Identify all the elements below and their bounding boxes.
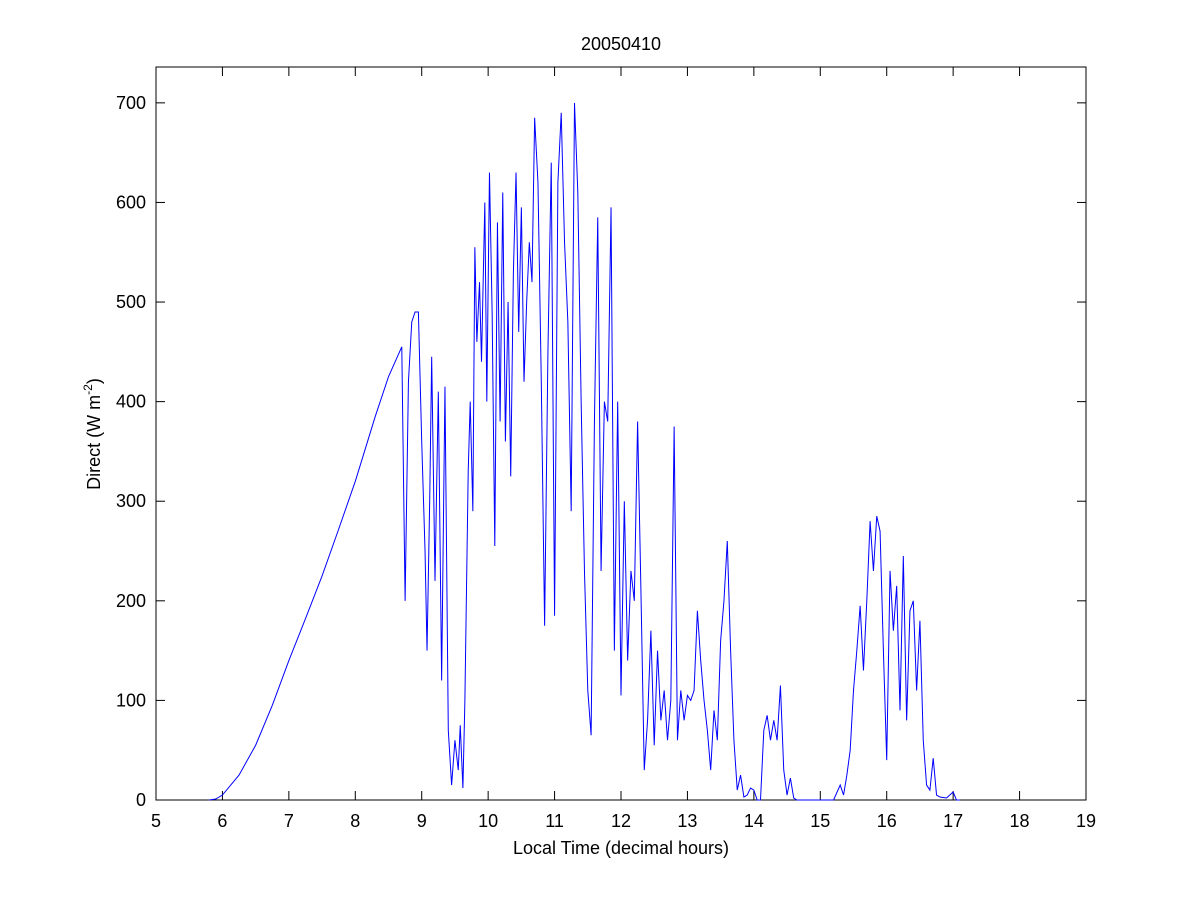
chart-title: 20050410 [581, 34, 661, 54]
x-tick-label: 16 [877, 811, 897, 831]
x-tick-label: 15 [810, 811, 830, 831]
y-label-superscript: -2 [81, 384, 95, 395]
y-tick-label: 600 [116, 192, 146, 212]
x-tick-label: 14 [744, 811, 764, 831]
x-tick-label: 7 [284, 811, 294, 831]
x-tick-label: 19 [1076, 811, 1096, 831]
y-tick-label: 0 [136, 790, 146, 810]
x-tick-label: 8 [350, 811, 360, 831]
x-tick-label: 12 [611, 811, 631, 831]
x-tick-label: 10 [478, 811, 498, 831]
y-tick-label: 400 [116, 392, 146, 412]
x-axis-label: Local Time (decimal hours) [513, 838, 729, 858]
x-tick-label: 5 [151, 811, 161, 831]
y-tick-label: 100 [116, 690, 146, 710]
y-tick-label: 300 [116, 491, 146, 511]
data-line [209, 102, 960, 801]
y-axis-label: Direct (W m-2) [81, 378, 104, 490]
x-tick-label: 13 [677, 811, 697, 831]
x-tick-label: 18 [1010, 811, 1030, 831]
x-tick-label: 17 [943, 811, 963, 831]
x-tick-label: 9 [417, 811, 427, 831]
y-tick-label: 700 [116, 93, 146, 113]
x-tick-label: 11 [545, 811, 564, 831]
y-label-text: ) [84, 378, 104, 384]
x-tick-label: 6 [217, 811, 227, 831]
y-tick-label: 200 [116, 591, 146, 611]
y-label-text: Direct (W m [84, 395, 104, 490]
y-tick-label: 500 [116, 292, 146, 312]
